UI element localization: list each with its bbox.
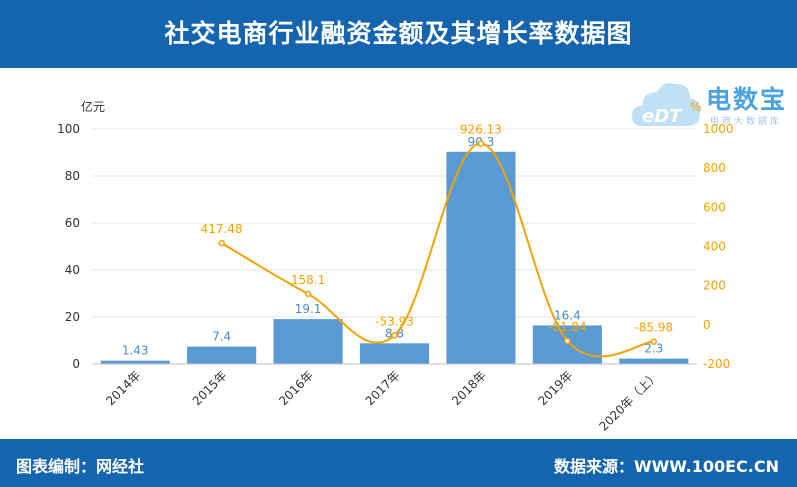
growth-rate-point — [391, 332, 398, 339]
footer-bar: 图表编制：网经社 数据来源：WWW.100EC.CN — [0, 439, 797, 487]
y-right-tick-label: 0 — [703, 318, 711, 332]
bar-value-label: 7.4 — [212, 330, 231, 344]
bar — [273, 319, 343, 364]
growth-rate-label: -85.98 — [634, 321, 673, 335]
y-right-tick-label: 1000 — [703, 122, 734, 136]
x-tick-label: 2017年 — [363, 368, 403, 408]
chart-title: 社交电商行业融资金额及其增长率数据图 — [164, 19, 633, 48]
y-right-tick-label: -200 — [703, 357, 730, 371]
logo-brand: 电数宝 — [706, 85, 788, 114]
bar — [359, 343, 430, 364]
footer-credit: 图表编制：网经社 — [16, 457, 145, 476]
x-tick-label: 2018年 — [449, 368, 489, 408]
y-left-tick-label: 60 — [65, 216, 80, 230]
x-tick-label: 2016年 — [276, 368, 316, 408]
y-right-axis-label: % — [690, 100, 701, 114]
bar-value-label: 2.3 — [644, 342, 663, 356]
logo: eDT 电数宝 电商大数据库 — [630, 76, 790, 136]
x-tick-label: 2014年 — [103, 368, 143, 408]
growth-rate-point — [564, 337, 571, 345]
bar — [446, 151, 516, 364]
header-bar: 社交电商行业融资金额及其增长率数据图 — [0, 0, 797, 68]
x-tick-label: 2019年 — [535, 368, 575, 408]
y-left-tick-label: 20 — [65, 310, 80, 324]
bar-value-label: 16.4 — [554, 308, 581, 322]
y-right-tick-label: 600 — [703, 200, 726, 214]
logo-mark: eDT — [642, 106, 683, 127]
growth-rate-point — [218, 239, 225, 247]
growth-rate-point — [477, 140, 485, 147]
y-left-tick-label: 80 — [65, 169, 80, 183]
x-tick-label: 2015年 — [190, 368, 230, 408]
y-left-tick-label: 40 — [65, 263, 80, 277]
x-tick-label: 2020年（上） — [596, 368, 661, 433]
growth-rate-point — [650, 338, 658, 345]
bar-value-label: 1.43 — [122, 344, 149, 358]
y-left-axis-label: 亿元 — [81, 99, 105, 114]
footer-source: 数据来源：WWW.100EC.CN — [553, 457, 779, 476]
y-left-tick-label: 100 — [57, 122, 80, 136]
bar — [187, 346, 257, 364]
growth-rate-label: 926.13 — [460, 122, 502, 136]
logo-subtitle: 电商大数据库 — [710, 117, 783, 127]
growth-rate-label: -53.93 — [375, 314, 414, 328]
financing-chart: 0 20 40 60 80 100 -200 0 200 400 600 800 1000 亿元 % 1.43… — [57, 99, 734, 434]
y-right-tick-label: 200 — [703, 279, 726, 293]
growth-rate-point — [304, 290, 312, 298]
y-left-tick-label: 0 — [72, 357, 80, 371]
bar — [619, 358, 689, 364]
bar — [100, 360, 170, 364]
bar-value-label: 19.1 — [295, 302, 322, 316]
growth-rate-label: 158.1 — [291, 273, 325, 287]
cloud-logo-icon: eDT — [632, 83, 701, 127]
growth-rate-label: -81.84 — [548, 320, 587, 334]
y-right-tick-label: 800 — [703, 161, 726, 175]
growth-rate-label: 417.48 — [201, 222, 243, 236]
bar — [532, 325, 602, 364]
y-right-tick-label: 400 — [703, 240, 726, 254]
